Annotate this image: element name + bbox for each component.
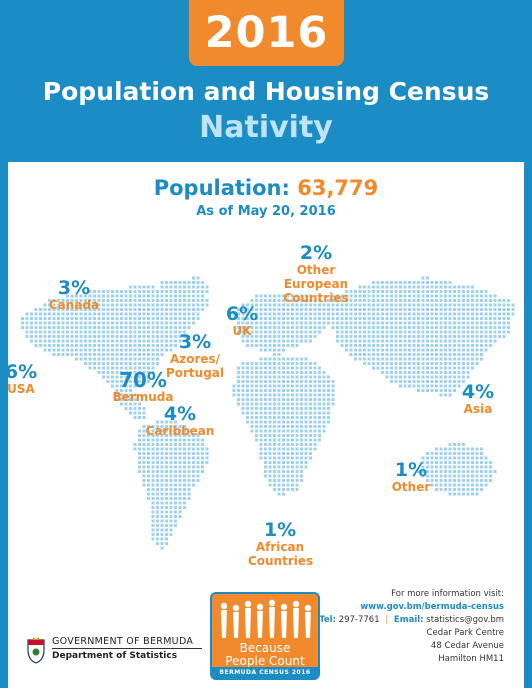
more-info-text: For more information visit: <box>391 589 504 599</box>
region-pct: 4% <box>461 381 495 403</box>
contact-line: Tel: 297-7761 | Email: statistics@gov.bm <box>294 614 504 627</box>
region-pct: 1% <box>263 519 297 541</box>
region-name: Other <box>391 480 431 494</box>
address-line-1: Cedar Park Centre <box>426 628 504 638</box>
population-date: As of May 20, 2016 <box>196 204 336 219</box>
left-border <box>0 162 8 688</box>
email-address[interactable]: statistics@gov.bm <box>426 615 504 625</box>
census-logo: Because People Count BERMUDA CENSUS 2016 <box>210 592 320 680</box>
tel-label: Tel: <box>319 615 336 625</box>
region-label-azores: 3% Azores/ Portugal <box>164 332 226 380</box>
region-label-usa: 6% USA <box>4 362 38 396</box>
separator: | <box>385 615 389 625</box>
region-label-canada: 3% Canada <box>42 278 106 312</box>
header-banner: 2016 Population and Housing Census Nativ… <box>0 0 532 162</box>
email-label: Email: <box>393 615 424 625</box>
region-pct: 6% <box>225 303 259 325</box>
census-year: 2016 <box>189 0 344 66</box>
logo-text: Because People Count <box>212 642 318 668</box>
region-pct: 6% <box>4 361 38 383</box>
logo-strip: BERMUDA CENSUS 2016 <box>212 667 318 678</box>
region-name: Asia <box>463 402 493 416</box>
page-title: Population and Housing Census <box>42 77 490 106</box>
world-map-icon <box>21 276 515 550</box>
population-value: 63,779 <box>297 176 379 200</box>
address-line-3: Hamilton HM11 <box>438 654 504 664</box>
census-link[interactable]: www.gov.bm/bermuda-census <box>360 602 504 612</box>
region-name: Azores/ Portugal <box>165 352 225 380</box>
region-pct: 2% <box>299 242 333 264</box>
region-name: Canada <box>48 298 100 312</box>
logo-line-2: People Count <box>225 654 305 668</box>
region-label-bermuda: 70% Bermuda <box>108 370 178 404</box>
region-name: Bermuda <box>112 390 174 404</box>
region-name: African Countries <box>248 540 314 568</box>
people-figures-icon <box>220 599 312 638</box>
right-border <box>524 162 532 688</box>
region-name: UK <box>232 324 252 338</box>
region-label-uk: 6% UK <box>222 304 262 338</box>
region-label-caribbean: 4% Caribbean <box>140 404 220 438</box>
region-name: Other European Countries <box>283 263 349 305</box>
region-label-other-european: 2% Other European Countries <box>268 243 364 305</box>
tel-number: 297-7761 <box>338 615 380 625</box>
region-pct: 3% <box>57 277 91 299</box>
region-label-african: 1% African Countries <box>244 520 316 568</box>
department-name: Department of Statistics <box>52 651 178 661</box>
region-pct: 1% <box>394 459 428 481</box>
population-line: Population: 63,779 <box>0 174 532 202</box>
logo-line-1: Because <box>239 641 291 655</box>
region-label-other: 1% Other <box>388 460 434 494</box>
region-name: Caribbean <box>145 424 215 438</box>
contact-info: For more information visit: www.gov.bm/b… <box>294 588 504 666</box>
bermuda-crest-icon <box>27 637 45 664</box>
population-label: Population: <box>153 176 290 200</box>
divider <box>52 648 202 649</box>
government-name: GOVERNMENT OF BERMUDA <box>52 636 194 647</box>
region-name: USA <box>7 382 35 396</box>
page-subtitle: Nativity <box>199 110 333 145</box>
region-pct: 70% <box>119 368 167 392</box>
region-pct: 4% <box>163 403 197 425</box>
address-line-2: 48 Cedar Avenue <box>430 641 504 651</box>
region-label-asia: 4% Asia <box>458 382 498 416</box>
region-pct: 3% <box>178 331 212 353</box>
government-logo: GOVERNMENT OF BERMUDA Department of Stat… <box>26 636 206 666</box>
